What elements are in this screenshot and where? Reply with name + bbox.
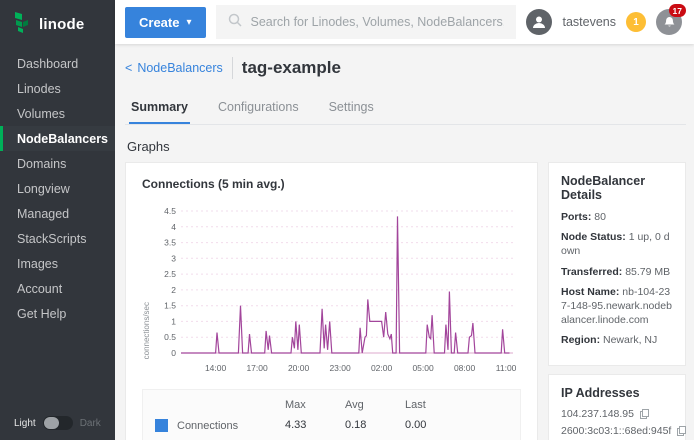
legend-swatch-connections xyxy=(155,419,168,432)
tab-bar: Summary Configurations Settings xyxy=(125,94,686,125)
content: < NodeBalancers tag-example Summary Conf… xyxy=(115,44,694,440)
ip-address-row: 2600:3c03:1::68ed:945f xyxy=(561,425,687,438)
sidebar-item-stackscripts[interactable]: StackScripts xyxy=(17,231,87,246)
legend-header-last: Last xyxy=(405,399,426,411)
linode-logo-text: linode xyxy=(39,16,85,33)
search-input[interactable] xyxy=(250,15,505,29)
ip-address-row: 104.237.148.95 xyxy=(561,408,673,420)
legend-max-value: 4.33 xyxy=(285,419,307,431)
connections-chart: 0 0.5 1 1.5 2 2.5 3 3.5 4 4.5 14:00 17:00 20:00 23:00… xyxy=(164,206,517,373)
breadcrumb-back-label: NodeBalancers xyxy=(137,61,223,75)
ip-panel-title: IP Addresses xyxy=(561,386,640,401)
svg-text:1.5: 1.5 xyxy=(164,301,176,311)
search-icon xyxy=(228,13,242,32)
svg-text:0: 0 xyxy=(171,348,176,358)
user-area: tastevens 1 17 xyxy=(526,4,686,35)
legend-header-avg: Avg xyxy=(345,399,364,411)
nodebalancer-details-panel: NodeBalancer Details Ports: 80 Node Stat… xyxy=(548,162,686,367)
breadcrumb-back-link[interactable]: < NodeBalancers xyxy=(125,61,223,75)
svg-text:0.5: 0.5 xyxy=(164,332,176,342)
svg-text:11:00: 11:00 xyxy=(496,363,517,373)
svg-text:05:00: 05:00 xyxy=(412,363,434,373)
svg-text:23:00: 23:00 xyxy=(329,363,351,373)
chart-title: Connections (5 min avg.) xyxy=(142,177,285,191)
page-title: tag-example xyxy=(241,58,341,77)
theme-toggle: Light Dark xyxy=(14,416,101,430)
create-button[interactable]: Create ▾ xyxy=(125,6,206,38)
legend-last-value: 0.00 xyxy=(405,419,427,431)
sidebar-item-volumes[interactable]: Volumes xyxy=(17,106,65,121)
legend-avg-value: 0.18 xyxy=(345,419,367,431)
sidebar-item-longview[interactable]: Longview xyxy=(17,181,70,196)
back-arrow-icon: < xyxy=(125,61,133,75)
detail-row-region: Region: Newark, NJ xyxy=(561,334,658,347)
graphs-section-title: Graphs xyxy=(127,139,170,154)
tab-settings[interactable]: Settings xyxy=(328,100,374,114)
connections-chart-card: Connections (5 min avg.) connections/sec… xyxy=(125,162,538,440)
right-column: NodeBalancer Details Ports: 80 Node Stat… xyxy=(548,162,687,440)
ipv6-address: 2600:3c03:1::68ed:945f xyxy=(561,425,672,438)
legend-series-name: Connections xyxy=(177,419,239,432)
svg-text:4.5: 4.5 xyxy=(164,206,176,216)
copy-icon[interactable] xyxy=(677,426,687,437)
notification-count-badge: 17 xyxy=(668,4,686,17)
breadcrumb: < NodeBalancers tag-example xyxy=(125,57,686,79)
svg-text:2: 2 xyxy=(171,285,176,295)
sidebar-item-account[interactable]: Account xyxy=(17,281,63,296)
ip-addresses-panel: IP Addresses 104.237.148.95 2600:3c03:1:… xyxy=(548,374,687,440)
chevron-down-icon: ▾ xyxy=(186,16,192,28)
linode-logo-icon xyxy=(12,11,32,38)
svg-text:3.5: 3.5 xyxy=(164,238,176,248)
sidebar-item-domains[interactable]: Domains xyxy=(17,156,67,171)
chart-legend: Max Avg Last Connections 4.33 0.18 0.00 xyxy=(142,389,521,440)
sidebar: linode Dashboard Linodes Volumes NodeBal… xyxy=(0,0,115,440)
detail-row-node-status: Node Status: 1 up, 0 down xyxy=(561,231,670,258)
main-column: Create ▾ tastevens 1 17 xyxy=(115,0,694,440)
sidebar-nav: Dashboard Linodes Volumes NodeBalancers … xyxy=(0,51,115,326)
tab-summary[interactable]: Summary xyxy=(129,94,190,124)
detail-row-transferred: Transferred: 85.79 MB xyxy=(561,265,671,278)
svg-text:1: 1 xyxy=(171,316,176,326)
topbar: Create ▾ tastevens 1 17 xyxy=(115,0,694,44)
search-bar[interactable] xyxy=(215,5,517,39)
breadcrumb-divider xyxy=(231,57,233,79)
details-panel-title: NodeBalancer Details xyxy=(561,174,646,202)
events-badge[interactable]: 1 xyxy=(626,12,646,32)
detail-row-ports: Ports: 80 xyxy=(561,211,606,223)
svg-text:02:00: 02:00 xyxy=(371,363,393,373)
svg-text:3: 3 xyxy=(171,253,176,263)
sidebar-item-linodes[interactable]: Linodes xyxy=(17,81,61,96)
tab-configurations[interactable]: Configurations xyxy=(217,100,299,114)
legend-header-max: Max xyxy=(285,399,306,411)
sidebar-item-images[interactable]: Images xyxy=(17,256,58,271)
theme-light-label: Light xyxy=(14,417,36,429)
create-button-label: Create xyxy=(139,14,180,30)
svg-text:14:00: 14:00 xyxy=(205,363,227,373)
sidebar-item-dashboard[interactable]: Dashboard xyxy=(17,56,79,71)
svg-text:2.5: 2.5 xyxy=(164,269,176,279)
theme-toggle-switch[interactable] xyxy=(42,416,73,430)
linode-logo[interactable]: linode xyxy=(0,0,115,51)
theme-dark-label: Dark xyxy=(79,417,101,429)
avatar[interactable] xyxy=(526,9,553,35)
notifications-button[interactable]: 17 xyxy=(656,4,686,35)
ipv4-address: 104.237.148.95 xyxy=(561,408,634,421)
svg-text:4: 4 xyxy=(171,222,176,232)
svg-text:17:00: 17:00 xyxy=(246,363,268,373)
sidebar-item-managed[interactable]: Managed xyxy=(17,206,70,221)
username[interactable]: tastevens xyxy=(562,15,616,29)
chart-y-axis-label: connections/sec xyxy=(142,301,151,359)
theme-toggle-knob xyxy=(43,417,59,429)
svg-text:08:00: 08:00 xyxy=(454,363,476,373)
sidebar-item-nodebalancers[interactable]: NodeBalancers xyxy=(0,126,115,151)
copy-icon[interactable] xyxy=(640,409,649,420)
svg-text:20:00: 20:00 xyxy=(288,363,310,373)
sidebar-item-get-help[interactable]: Get Help xyxy=(17,306,67,321)
detail-row-host-name: Host Name: nb-104-237-148-95.newark.node… xyxy=(561,285,672,327)
